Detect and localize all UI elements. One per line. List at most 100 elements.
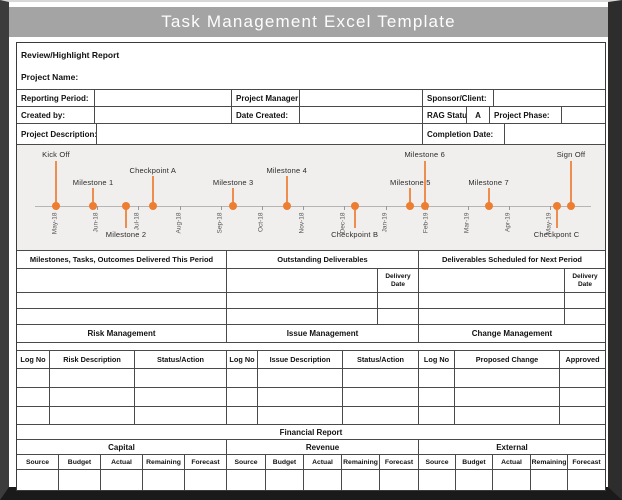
project-manager-field[interactable] xyxy=(300,90,423,107)
milestone-stem xyxy=(555,206,558,228)
milestone-stem xyxy=(232,188,235,206)
financial-cell[interactable] xyxy=(143,470,185,490)
milestone-dot xyxy=(484,202,493,210)
management-cell[interactable] xyxy=(419,369,455,388)
timeline-month-label: Oct-18 xyxy=(257,212,265,233)
management-cell[interactable] xyxy=(17,407,50,425)
date-created-field[interactable] xyxy=(300,107,423,124)
milestone-label: Milestone 7 xyxy=(468,178,509,187)
deliverables-cell[interactable] xyxy=(565,293,605,309)
timeline-tick xyxy=(220,206,222,210)
management-cell[interactable] xyxy=(258,407,343,425)
deliverables-cell[interactable] xyxy=(419,309,565,325)
financial-cell[interactable] xyxy=(342,470,380,490)
milestone-dot xyxy=(350,202,359,210)
management-cell[interactable] xyxy=(17,369,50,388)
timeline-tick xyxy=(468,206,469,210)
delivery-date-header: Delivery Date xyxy=(378,269,419,293)
management-cell[interactable] xyxy=(455,388,560,407)
milestone-stem xyxy=(285,176,288,206)
deliverables-cell[interactable] xyxy=(378,293,419,309)
source-header: Source xyxy=(227,455,266,470)
reporting-period-field[interactable] xyxy=(95,90,232,107)
milestone-stem xyxy=(487,188,490,206)
management-cell[interactable] xyxy=(560,388,605,407)
management-headers: Risk Management Issue Management Change … xyxy=(17,325,605,343)
management-cell[interactable] xyxy=(135,407,227,425)
milestone-label: Checkpont C xyxy=(533,230,580,239)
rag-status-value[interactable]: A xyxy=(467,107,490,124)
deliverables-cell[interactable] xyxy=(17,269,227,293)
management-cell[interactable] xyxy=(50,369,135,388)
deliverables-cell[interactable] xyxy=(17,293,227,309)
management-cell[interactable] xyxy=(50,407,135,425)
timeline-tick xyxy=(550,206,552,210)
financial-cell[interactable] xyxy=(59,470,101,490)
milestone-dot xyxy=(229,202,238,210)
financial-cell[interactable] xyxy=(419,470,456,490)
deliverables-cell[interactable] xyxy=(565,309,605,325)
created-by-field[interactable] xyxy=(95,107,232,124)
milestone-stem xyxy=(409,188,412,206)
financial-cell[interactable] xyxy=(304,470,342,490)
management-cell[interactable] xyxy=(135,369,227,388)
management-cell[interactable] xyxy=(50,388,135,407)
timeline-tick xyxy=(385,206,387,210)
deliverables-cell[interactable] xyxy=(17,309,227,325)
financial-cell[interactable] xyxy=(101,470,143,490)
management-cell[interactable] xyxy=(560,369,605,388)
management-cell[interactable] xyxy=(17,388,50,407)
sponsor-client-field[interactable] xyxy=(494,90,605,107)
deliverables-cell[interactable] xyxy=(227,269,378,293)
deliverables-section-title: Milestones, Tasks, Outcomes Delivered Th… xyxy=(17,251,227,269)
deliverables-cell[interactable] xyxy=(227,293,378,309)
milestone-label: Milestone 5 xyxy=(390,178,431,187)
management-cell[interactable] xyxy=(227,369,258,388)
milestone-dot xyxy=(122,202,131,210)
financial-cell[interactable] xyxy=(227,470,266,490)
milestone-label: Milestone 1 xyxy=(72,178,114,187)
deliverables-cell[interactable] xyxy=(378,309,419,325)
management-cell[interactable] xyxy=(419,407,455,425)
milestone-label: Milestone 3 xyxy=(212,178,254,187)
management-cell[interactable] xyxy=(227,388,258,407)
deliverables-cell[interactable] xyxy=(227,309,378,325)
timeline-month-label: Sep-18 xyxy=(216,212,224,234)
financial-cell[interactable] xyxy=(568,470,605,490)
timeline-tick xyxy=(303,206,305,210)
project-phase-label: Project Phase: xyxy=(490,107,562,124)
management-cell[interactable] xyxy=(560,407,605,425)
project-phase-field[interactable] xyxy=(562,107,605,124)
project-description-field[interactable] xyxy=(97,124,423,145)
financial-cell[interactable] xyxy=(17,470,59,490)
milestone-stem xyxy=(151,176,154,206)
spacer-row xyxy=(17,343,605,351)
timeline-month-label: Apr-19 xyxy=(504,212,512,233)
completion-date-field[interactable] xyxy=(505,124,605,145)
financial-cell[interactable] xyxy=(185,470,227,490)
management-cell[interactable] xyxy=(258,369,343,388)
financial-cell[interactable] xyxy=(531,470,568,490)
milestone-dot xyxy=(420,202,429,210)
financial-cell[interactable] xyxy=(456,470,493,490)
financial-report-title: Financial Report xyxy=(17,425,605,440)
management-cell[interactable] xyxy=(227,407,258,425)
financial-cell[interactable] xyxy=(266,470,304,490)
deliverables-table: Milestones, Tasks, Outcomes Delivered Th… xyxy=(17,251,605,325)
management-cell[interactable] xyxy=(135,388,227,407)
management-cell[interactable] xyxy=(258,388,343,407)
management-cell[interactable] xyxy=(455,369,560,388)
management-cell[interactable] xyxy=(455,407,560,425)
financial-cell[interactable] xyxy=(493,470,531,490)
milestone-label: Milestone 2 xyxy=(105,230,147,239)
deliverables-cell[interactable] xyxy=(419,293,565,309)
forecast-header: Forecast xyxy=(380,455,419,470)
management-cell[interactable] xyxy=(343,388,419,407)
forecast-header: Forecast xyxy=(185,455,227,470)
management-cell[interactable] xyxy=(343,369,419,388)
deliverables-cell[interactable] xyxy=(419,269,565,293)
source-header: Source xyxy=(17,455,59,470)
financial-cell[interactable] xyxy=(380,470,419,490)
management-cell[interactable] xyxy=(419,388,455,407)
management-cell[interactable] xyxy=(343,407,419,425)
